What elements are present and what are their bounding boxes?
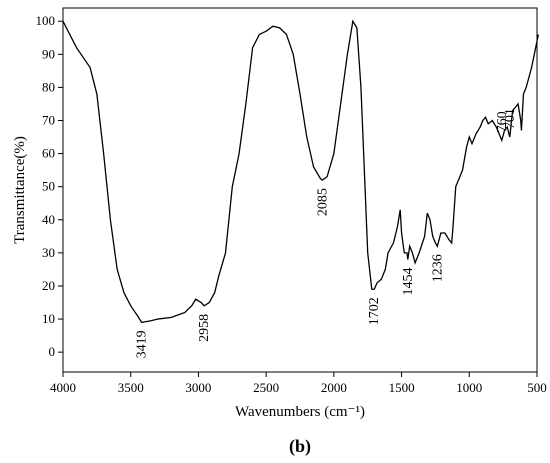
peak-label: 1702 <box>367 297 382 325</box>
x-axis-label: Wavenumbers (cm⁻¹) <box>235 404 365 420</box>
peak-label: 701 <box>503 108 518 129</box>
y-tick-label: 100 <box>36 13 56 28</box>
y-tick-label: 0 <box>49 344 56 359</box>
peak-label: 1236 <box>430 254 445 282</box>
y-tick-label: 70 <box>42 113 55 128</box>
peak-label: 2958 <box>197 314 212 342</box>
x-tick-label: 4000 <box>50 380 76 395</box>
y-tick-label: 80 <box>42 79 55 94</box>
x-tick-label: 1500 <box>389 380 415 395</box>
peak-label: 1454 <box>401 267 416 295</box>
y-tick-label: 40 <box>42 212 55 227</box>
x-tick-label: 2500 <box>253 380 279 395</box>
plot-frame <box>62 7 538 373</box>
y-tick-label: 90 <box>42 46 55 61</box>
y-tick-label: 10 <box>42 311 55 326</box>
y-tick-label: 50 <box>42 179 55 194</box>
spectrum-line <box>62 19 539 324</box>
y-axis-label: Transmittance(%) <box>12 136 28 244</box>
y-tick-label: 60 <box>42 146 55 161</box>
peak-label: 3419 <box>135 330 150 358</box>
peak-label: 760 <box>495 111 510 132</box>
x-tick-label: 1000 <box>456 380 482 395</box>
y-tick-label: 20 <box>42 278 55 293</box>
x-tick-label: 3000 <box>185 380 211 395</box>
peak-label: 2085 <box>315 188 330 216</box>
y-tick-label: 30 <box>42 245 55 260</box>
x-tick-label: 3500 <box>118 380 144 395</box>
caption: (b) <box>289 436 311 457</box>
x-tick-label: 2000 <box>321 380 347 395</box>
x-tick-label: 500 <box>527 380 547 395</box>
